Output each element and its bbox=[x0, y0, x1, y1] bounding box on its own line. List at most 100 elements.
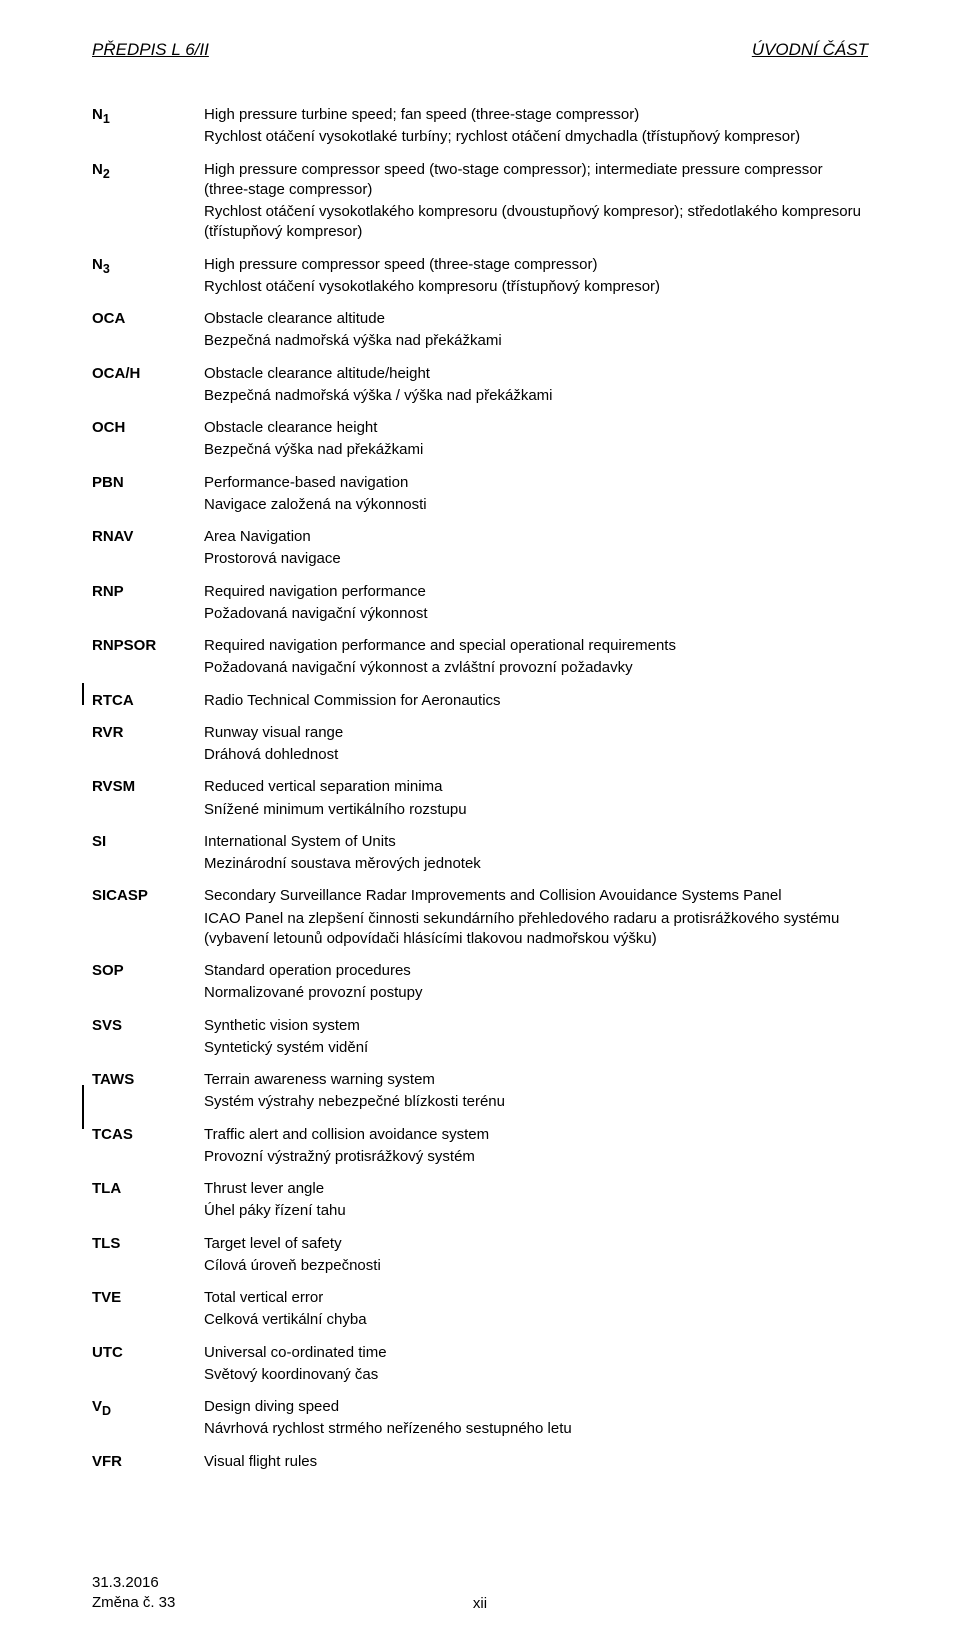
definition-line: Required navigation performance bbox=[204, 582, 868, 602]
definition-line: Reduced vertical separation minima bbox=[204, 777, 868, 797]
footer-page-number: xii bbox=[0, 1595, 960, 1612]
abbreviation: RVR bbox=[92, 718, 204, 773]
definition-line: Required navigation performance and spec… bbox=[204, 636, 868, 656]
definition-line: Provozní výstražný protisrážkový systém bbox=[204, 1147, 868, 1167]
definition-line: Obstacle clearance altitude bbox=[204, 309, 868, 329]
definition-text: Design diving speedNávrhová rychlost str… bbox=[204, 1392, 868, 1447]
definition-text: Area NavigationProstorová navigace bbox=[204, 522, 868, 577]
abbreviation: RTCA bbox=[92, 686, 204, 718]
page-header: PŘEDPIS L 6/II ÚVODNÍ ČÁST bbox=[92, 40, 868, 60]
definition-line: Prostorová navigace bbox=[204, 549, 868, 569]
definition-line: Obstacle clearance height bbox=[204, 418, 868, 438]
definition-row: RNAVArea NavigationProstorová navigace bbox=[92, 522, 868, 577]
definition-text: Synthetic vision systemSyntetický systém… bbox=[204, 1011, 868, 1066]
definition-row: RNPSORRequired navigation performance an… bbox=[92, 631, 868, 686]
document-page: PŘEDPIS L 6/II ÚVODNÍ ČÁST N1High pressu… bbox=[0, 0, 960, 1636]
definition-row: VFRVisual flight rules bbox=[92, 1447, 868, 1479]
definition-text: Runway visual rangeDráhová dohlednost bbox=[204, 718, 868, 773]
definition-line: Standard operation procedures bbox=[204, 961, 868, 981]
definition-row: TCASTraffic alert and collision avoidanc… bbox=[92, 1120, 868, 1175]
definition-line: Rychlost otáčení vysokotlakého kompresor… bbox=[204, 202, 868, 243]
definition-line: Mezinárodní soustava měrových jednotek bbox=[204, 854, 868, 874]
definition-text: High pressure compressor speed (three-st… bbox=[204, 250, 868, 305]
abbreviation: RNPSOR bbox=[92, 631, 204, 686]
definition-line: Požadovaná navigační výkonnost bbox=[204, 604, 868, 624]
abbreviation: RNAV bbox=[92, 522, 204, 577]
definition-line: Návrhová rychlost strmého neřízeného ses… bbox=[204, 1419, 868, 1439]
definition-row: RNPRequired navigation performancePožado… bbox=[92, 577, 868, 632]
abbreviation: RVSM bbox=[92, 772, 204, 827]
abbreviation: TAWS bbox=[92, 1065, 204, 1120]
definition-row: SVSSynthetic vision systemSyntetický sys… bbox=[92, 1011, 868, 1066]
abbreviation: VD bbox=[92, 1392, 204, 1447]
definition-line: Systém výstrahy nebezpečné blízkosti ter… bbox=[204, 1092, 868, 1112]
abbreviation: VFR bbox=[92, 1447, 204, 1479]
definition-line: High pressure turbine speed; fan speed (… bbox=[204, 105, 868, 125]
definition-line: Syntetický systém vidění bbox=[204, 1038, 868, 1058]
definition-text: Obstacle clearance altitudeBezpečná nadm… bbox=[204, 304, 868, 359]
revision-bar bbox=[82, 1085, 84, 1129]
definition-text: Obstacle clearance altitude/heightBezpeč… bbox=[204, 359, 868, 414]
header-left: PŘEDPIS L 6/II bbox=[92, 40, 209, 60]
definition-line: Target level of safety bbox=[204, 1234, 868, 1254]
definition-text: Radio Technical Commission for Aeronauti… bbox=[204, 686, 868, 718]
abbreviation: OCA bbox=[92, 304, 204, 359]
definition-line: Bezpečná nadmořská výška / výška nad pře… bbox=[204, 386, 868, 406]
definition-row: TAWSTerrain awareness warning systemSyst… bbox=[92, 1065, 868, 1120]
abbreviation: OCA/H bbox=[92, 359, 204, 414]
definition-row: N2High pressure compressor speed (two-st… bbox=[92, 155, 868, 250]
definition-text: Reduced vertical separation minima Snížen… bbox=[204, 772, 868, 827]
definition-text: Standard operation proceduresNormalizova… bbox=[204, 956, 868, 1011]
definition-row: OCHObstacle clearance heightBezpečná výš… bbox=[92, 413, 868, 468]
abbreviation: TLS bbox=[92, 1229, 204, 1284]
definition-row: SIInternational System of UnitsMezinárod… bbox=[92, 827, 868, 882]
abbreviation: RNP bbox=[92, 577, 204, 632]
definition-row: RVRRunway visual rangeDráhová dohlednost bbox=[92, 718, 868, 773]
definition-row: SICASPSecondary Surveillance Radar Impro… bbox=[92, 881, 868, 956]
definition-line: Runway visual range bbox=[204, 723, 868, 743]
definition-line: Design diving speed bbox=[204, 1397, 868, 1417]
abbreviation: SICASP bbox=[92, 881, 204, 956]
revision-bar bbox=[82, 683, 84, 705]
definition-line: ICAO Panel na zlepšení činnosti sekundár… bbox=[204, 909, 868, 950]
definition-line: Normalizované provozní postupy bbox=[204, 983, 868, 1003]
definition-line: Snížené minimum vertikálního rozstupu bbox=[204, 800, 868, 820]
definition-row: VDDesign diving speedNávrhová rychlost s… bbox=[92, 1392, 868, 1447]
definition-row: UTCUniversal co-ordinated timeSvětový ko… bbox=[92, 1338, 868, 1393]
definition-line: Visual flight rules bbox=[204, 1452, 868, 1472]
definition-row: OCA/HObstacle clearance altitude/heightB… bbox=[92, 359, 868, 414]
definition-line: Navigace založená na výkonnosti bbox=[204, 495, 868, 515]
definition-line: High pressure compressor speed (two-stag… bbox=[204, 160, 868, 201]
definition-line: Terrain awareness warning system bbox=[204, 1070, 868, 1090]
definition-line: Celková vertikální chyba bbox=[204, 1310, 868, 1330]
definition-text: High pressure compressor speed (two-stag… bbox=[204, 155, 868, 250]
abbreviation: SI bbox=[92, 827, 204, 882]
definition-row: RVSMReduced vertical separation minima Sn… bbox=[92, 772, 868, 827]
definition-text: Performance-based navigationNavigace zal… bbox=[204, 468, 868, 523]
definition-row: TLAThrust lever angleÚhel páky řízení ta… bbox=[92, 1174, 868, 1229]
definition-line: Obstacle clearance altitude/height bbox=[204, 364, 868, 384]
definitions-table: N1High pressure turbine speed; fan speed… bbox=[92, 100, 868, 1479]
definition-line: Dráhová dohlednost bbox=[204, 745, 868, 765]
definition-line: Thrust lever angle bbox=[204, 1179, 868, 1199]
header-right: ÚVODNÍ ČÁST bbox=[752, 40, 868, 60]
definition-text: Required navigation performancePožadovan… bbox=[204, 577, 868, 632]
definition-text: Traffic alert and collision avoidance sy… bbox=[204, 1120, 868, 1175]
definition-row: TLSTarget level of safetyCílová úroveň b… bbox=[92, 1229, 868, 1284]
definition-row: TVETotal vertical errorCelková vertikáln… bbox=[92, 1283, 868, 1338]
abbreviation: TLA bbox=[92, 1174, 204, 1229]
abbreviation: SVS bbox=[92, 1011, 204, 1066]
definition-text: Target level of safetyCílová úroveň bezp… bbox=[204, 1229, 868, 1284]
definition-line: Area Navigation bbox=[204, 527, 868, 547]
definition-line: Úhel páky řízení tahu bbox=[204, 1201, 868, 1221]
abbreviation: SOP bbox=[92, 956, 204, 1011]
footer-date: 31.3.2016 bbox=[92, 1573, 175, 1593]
definition-text: Universal co-ordinated timeSvětový koord… bbox=[204, 1338, 868, 1393]
definition-line: Rychlost otáčení vysokotlakého kompresor… bbox=[204, 277, 868, 297]
definition-line: Total vertical error bbox=[204, 1288, 868, 1308]
definition-text: Terrain awareness warning systemSystém v… bbox=[204, 1065, 868, 1120]
definition-line: Světový koordinovaný čas bbox=[204, 1365, 868, 1385]
definition-row: SOPStandard operation proceduresNormaliz… bbox=[92, 956, 868, 1011]
abbreviation: UTC bbox=[92, 1338, 204, 1393]
definition-line: International System of Units bbox=[204, 832, 868, 852]
